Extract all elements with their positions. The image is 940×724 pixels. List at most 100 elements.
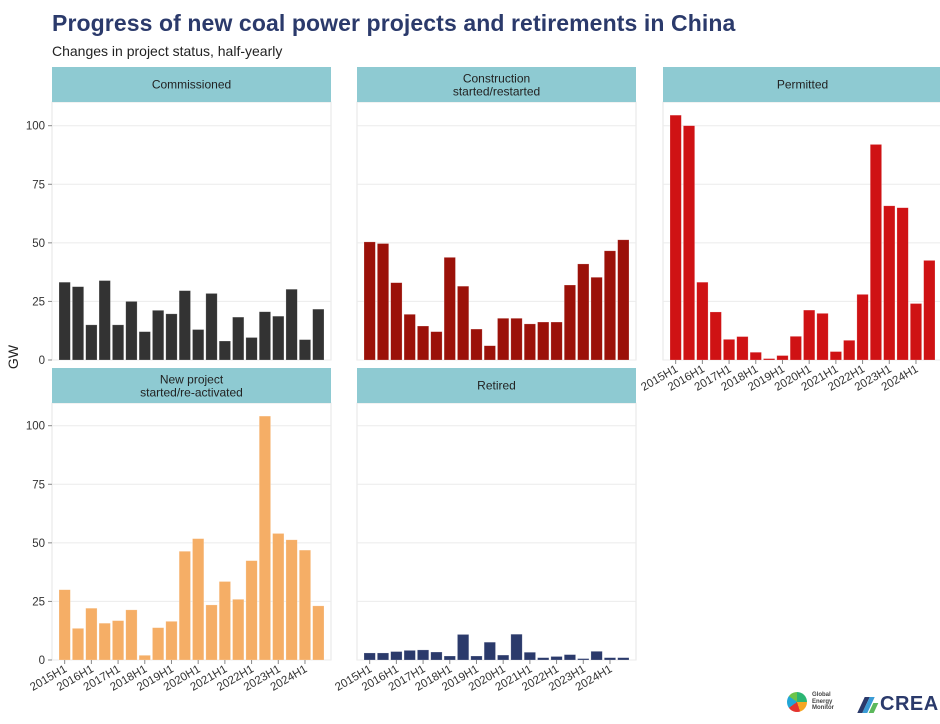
gem-line: Monitor [812,705,834,712]
bar-2015H1 [58,281,71,361]
bar-2024H1 [909,303,922,361]
bar-2017H1 [417,325,430,361]
bar-2017H2 [736,336,749,361]
y-tick-label: 0 [39,355,45,367]
bar-2024H1 [298,339,311,361]
bar-2017H2 [430,331,443,361]
gem-line: Energy [812,698,833,705]
bar-2018H1 [138,655,151,661]
bar-2023H1 [272,315,285,361]
bar-2022H1 [550,321,563,361]
crea-logo: CREA [857,693,939,716]
bar-2022H1 [856,294,869,361]
facet-strip-label: Permitted [777,78,828,92]
y-tick-label: 0 [39,655,45,667]
logos: Global Energy Monitor CREA [787,690,939,720]
bar-2019H1 [776,355,789,361]
bar-2016H1 [390,282,403,361]
panel-background [51,402,332,661]
bar-2022H2 [869,144,882,361]
bar-2021H2 [232,316,245,361]
bar-2021H1 [218,581,231,661]
bar-2020H1 [192,329,205,361]
bar-2016H2 [98,280,111,361]
bar-2018H2 [152,310,165,361]
gem-line: Global [812,692,831,699]
bar-2021H1 [523,323,536,361]
facet-strip [357,67,636,102]
bar-2023H1 [577,658,590,661]
chart-title: Progress of new coal power projects and … [52,10,736,36]
bar-2019H2 [483,641,496,661]
bar-2021H2 [537,321,550,361]
bar-2019H1 [470,328,483,361]
bar-2015H1 [363,241,376,361]
bar-2020H2 [816,313,829,361]
bar-2019H1 [165,621,178,661]
bar-2021H2 [232,599,245,661]
bar-2023H1 [272,533,285,661]
bar-2020H2 [205,604,218,661]
global-energy-monitor-logo: Global Energy Monitor [787,692,842,712]
facet-strip [663,67,940,102]
bar-2018H2 [763,358,776,361]
y-tick-label: 25 [32,296,45,308]
y-tick-label: 50 [32,238,45,250]
bar-2018H2 [457,634,470,661]
crea-logo-text: CREA [880,693,939,715]
facet-strip-label: Retired [477,379,516,393]
facet-panel-commissioned: 0 25 50 75 100 Commissioned [26,67,332,367]
bar-2017H2 [430,651,443,661]
bar-2020H2 [510,633,523,661]
bar-2022H2 [258,311,271,361]
bar-2019H2 [178,290,191,361]
bar-2019H1 [165,313,178,361]
bar-2020H1 [497,654,510,661]
bar-2016H1 [85,607,98,661]
bar-2020H2 [205,293,218,361]
bar-2024H2 [617,239,630,361]
bar-2024H1 [298,549,311,661]
bar-2024H2 [923,260,936,361]
bar-2015H1 [363,652,376,661]
facet-strip-label: New project [160,373,224,387]
facet-strip-label: Commissioned [152,78,231,92]
y-tick-label: 25 [32,596,45,608]
facet-panel-new-project-started-re-activated: 02550751002015H12016H12017H12018H12019H1… [26,368,332,694]
bar-2015H2 [72,286,84,361]
bar-2016H2 [403,314,416,361]
facet-panel-retired: 2015H12016H12017H12018H12019H12020H12021… [333,368,637,694]
bar-2024H2 [312,605,325,661]
bar-2020H1 [803,309,816,361]
bar-2016H1 [696,281,709,361]
bar-2017H1 [112,324,125,361]
bar-2019H2 [178,550,191,661]
bar-2016H1 [390,651,403,661]
bar-2018H2 [152,627,165,661]
bar-2016H2 [403,650,416,661]
bar-2021H1 [829,351,842,361]
bar-2022H1 [245,560,258,661]
bar-2020H1 [192,538,205,661]
bar-2017H2 [125,301,138,361]
bar-2019H2 [789,336,802,361]
bar-2019H2 [483,345,496,361]
bar-2016H1 [85,324,98,361]
bar-2024H1 [603,657,616,661]
bar-2021H1 [523,651,536,661]
bar-2015H1 [58,589,71,661]
bar-2023H2 [285,539,298,661]
bar-2017H1 [417,649,430,661]
bar-2017H1 [112,620,125,661]
bar-2023H1 [577,263,590,361]
bar-2015H2 [377,243,390,361]
bar-2016H2 [98,622,111,661]
bar-2023H2 [590,276,603,361]
bar-2023H2 [896,207,909,361]
bar-2020H1 [497,317,510,361]
bar-2022H1 [245,337,258,361]
facet-strip [52,368,331,403]
bar-2022H1 [550,656,563,661]
